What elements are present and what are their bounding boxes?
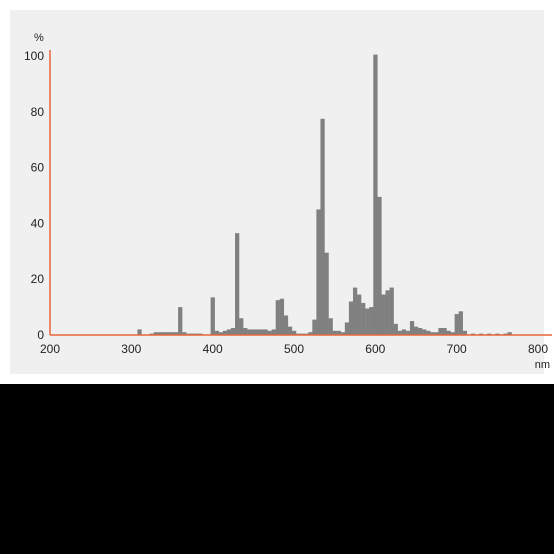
spectrum-bar — [316, 209, 321, 335]
blank-lower-area — [0, 384, 554, 554]
chart-panel: 0 20 40 60 80 100 200 300 400 500 600 700 800 % nm — [10, 10, 552, 374]
spectrum-bar — [239, 318, 244, 335]
y-tick-label: 40 — [31, 216, 45, 230]
y-tick-label: 0 — [37, 328, 44, 342]
x-tick-label: 800 — [528, 342, 548, 356]
spectrum-bar — [210, 297, 215, 335]
spectrum-bar — [385, 290, 390, 335]
spectrum-bar — [332, 330, 337, 335]
spectrum-bar — [320, 118, 325, 335]
spectrum-bar — [438, 328, 443, 335]
spectrum-bar — [214, 330, 219, 335]
x-tick-label: 600 — [365, 342, 385, 356]
spectrum-bar — [389, 287, 394, 335]
x-tick-label: 400 — [203, 342, 223, 356]
spectrum-bar — [458, 311, 463, 335]
spectrum-bar — [226, 329, 232, 335]
spectrum-bar — [328, 318, 333, 335]
spectrum-bar — [377, 196, 382, 335]
spectrum-bar — [291, 330, 297, 335]
x-tick-label: 300 — [121, 342, 141, 356]
spectrum-bar — [401, 329, 407, 335]
spectrum-bar — [397, 330, 402, 335]
spectrum-bar — [247, 329, 252, 335]
spectrum-bar — [422, 329, 427, 335]
spectrum-bar — [165, 332, 171, 335]
spectrum-bar — [308, 332, 313, 335]
spectrum-bar — [442, 328, 447, 335]
spectrum-bar — [255, 329, 260, 335]
spectrum-bar — [259, 329, 264, 335]
spectrum-bar — [365, 308, 370, 335]
spectrum-bar — [137, 329, 142, 335]
spectrum-bar — [218, 332, 224, 335]
y-axis-unit-label: % — [34, 32, 44, 44]
spectrum-bar — [287, 326, 293, 335]
spectrum-bar — [279, 298, 285, 335]
spectrum-bar — [153, 332, 158, 335]
y-tick-label: 60 — [31, 161, 45, 175]
x-tick-label: 500 — [284, 342, 304, 356]
spectrum-bar — [446, 330, 451, 335]
spectrum-bar — [230, 328, 236, 335]
spectrum-bar — [161, 332, 167, 335]
y-tick-label: 80 — [31, 105, 45, 119]
spectrum-bar — [222, 330, 228, 335]
spectrum-bar — [324, 252, 329, 335]
spectrum-bar — [462, 330, 468, 335]
spectrum-bar — [369, 307, 374, 335]
spectrum-bar — [263, 329, 268, 335]
spectrum-bar — [454, 314, 459, 335]
spectrum-bar — [450, 332, 455, 335]
spectrum-bar — [157, 332, 163, 335]
spectrum-bar — [418, 328, 423, 335]
spectrum-bar — [267, 330, 272, 335]
spectrum-bar — [426, 330, 431, 335]
spectrum-bar — [405, 330, 411, 335]
spectrum-bar — [251, 329, 256, 335]
spectrum-bar — [393, 323, 398, 335]
spectrum-bar — [182, 332, 187, 335]
spectrum-bar — [348, 301, 354, 335]
spectrum-bar — [243, 328, 248, 335]
spectrum-bar — [430, 332, 435, 335]
x-axis-unit-label: nm — [535, 359, 550, 371]
spectrum-bar — [178, 307, 183, 335]
spectrum-bar — [336, 330, 341, 335]
x-tick-label: 700 — [447, 342, 467, 356]
spectrum-bar — [352, 287, 358, 335]
y-tick-label: 100 — [24, 49, 44, 63]
spectrum-bar — [413, 326, 419, 335]
chart-svg: 0 20 40 60 80 100 200 300 400 500 600 700 800 % nm — [10, 10, 552, 374]
spectrum-bar — [275, 300, 280, 336]
spectrum-bar — [507, 332, 512, 335]
spectrum-bar — [235, 233, 240, 335]
spectrum-bar — [271, 329, 276, 335]
y-tick-labels: 0 20 40 60 80 100 — [24, 49, 44, 342]
spectrum-bar — [373, 54, 378, 336]
x-tick-labels: 200 300 400 500 600 700 800 — [40, 342, 548, 356]
spectrum-bar — [174, 332, 179, 335]
spectrum-bar — [361, 302, 366, 335]
bars — [137, 54, 512, 336]
spectrum-bar — [357, 294, 362, 335]
spectrum-bar — [344, 322, 350, 335]
spectrum-bar — [283, 315, 289, 335]
spectrum-bar — [312, 319, 317, 335]
spectrum-bar — [340, 332, 346, 335]
spectrum-bar — [434, 332, 439, 335]
spectrum-bar — [169, 332, 175, 335]
spectrum-bar — [409, 321, 415, 335]
spectrum-bar — [381, 294, 386, 335]
x-tick-label: 200 — [40, 342, 60, 356]
y-tick-label: 20 — [31, 272, 45, 286]
